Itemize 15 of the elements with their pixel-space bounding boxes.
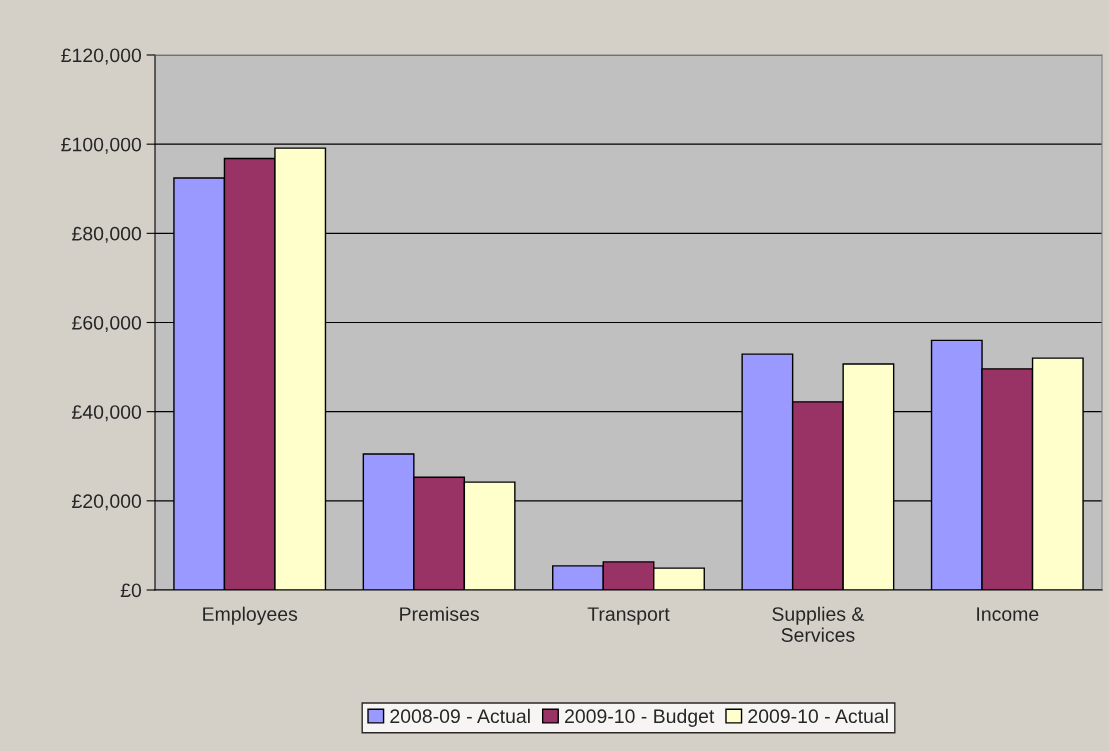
- y-tick-label: £60,000: [72, 315, 142, 333]
- legend-label: 2009-10 - Budget: [565, 708, 715, 727]
- legend-label: 2008-09 - Actual: [390, 708, 530, 724]
- x-tick-label: Income: [977, 607, 1039, 621]
- x-tick-label: Employees: [203, 606, 298, 625]
- x-tick-label: Transport: [587, 607, 670, 625]
- y-tick-label: £120,000: [61, 48, 142, 65]
- y-tick-label: £20,000: [72, 494, 142, 511]
- legend-label: 2009-10 - Actual: [748, 708, 888, 724]
- x-tick-label: Supplies & Services: [772, 606, 865, 642]
- y-tick-label: £40,000: [72, 405, 142, 422]
- y-tick-label: £80,000: [72, 226, 142, 243]
- y-tick-label: £0: [120, 583, 142, 598]
- x-tick-label: Premises: [400, 606, 479, 621]
- y-tick-label: £100,000: [61, 137, 142, 154]
